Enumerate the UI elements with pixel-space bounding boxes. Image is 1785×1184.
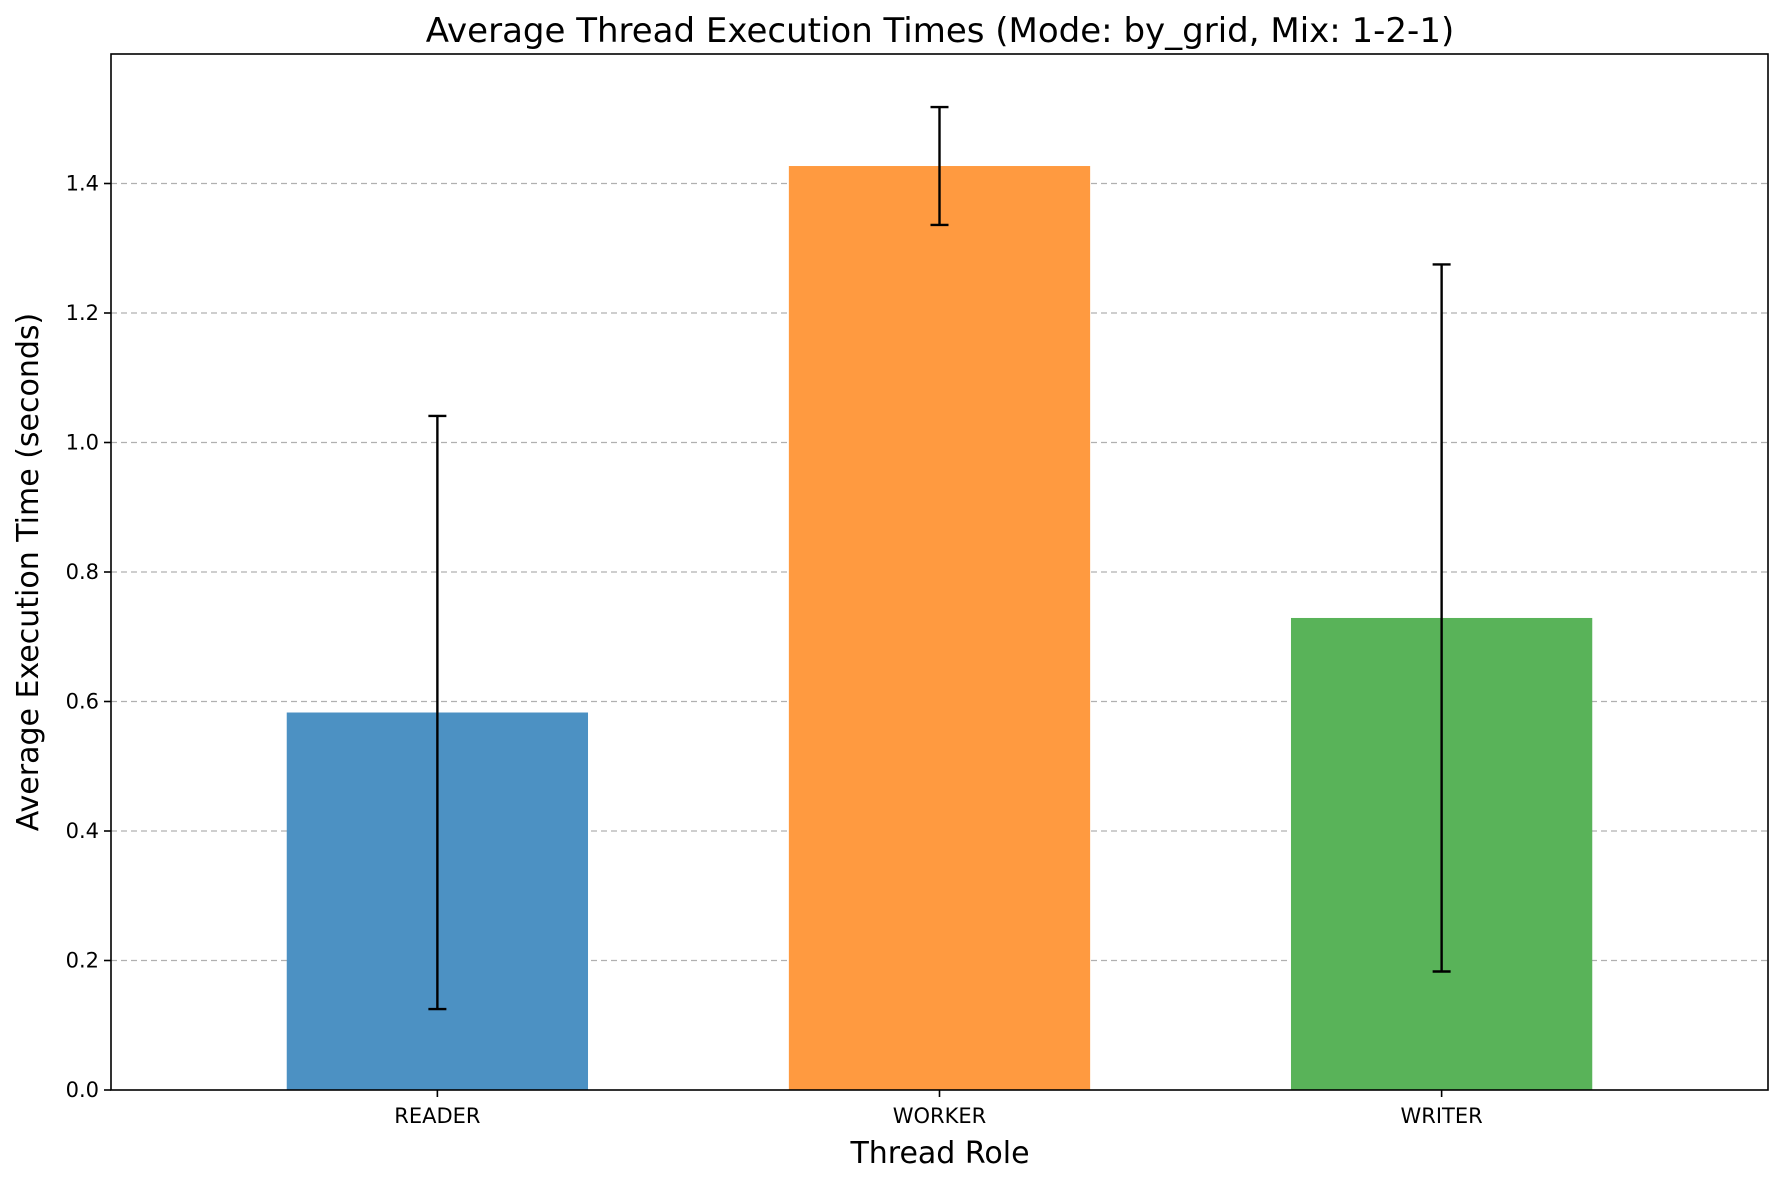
- y-axis-ticks: 0.0 0.2 0.4 0.6 0.8 1.0 1.2 1.4: [66, 172, 111, 1102]
- y-tick-label: 0.6: [66, 690, 99, 714]
- x-axis-ticks: READER WORKER WRITER: [394, 1090, 1483, 1128]
- x-axis-label: Thread Role: [849, 1136, 1029, 1171]
- error-bars: [428, 105, 1451, 1011]
- y-tick-label: 0.4: [66, 819, 99, 843]
- x-tick-label: WRITER: [1400, 1104, 1482, 1128]
- x-tick-label: READER: [394, 1104, 480, 1128]
- y-tick-label: 0.0: [66, 1078, 99, 1102]
- y-tick-label: 0.8: [66, 560, 99, 584]
- x-tick-label: WORKER: [893, 1104, 987, 1128]
- y-axis-label: Average Execution Time (seconds): [11, 313, 46, 831]
- chart-title: Average Thread Execution Times (Mode: by…: [426, 11, 1454, 51]
- y-tick-label: 1.0: [66, 431, 99, 455]
- y-tick-label: 1.2: [66, 301, 99, 325]
- bar-worker: [788, 166, 1091, 1090]
- y-tick-label: 0.2: [66, 949, 99, 973]
- bars: [286, 166, 1593, 1090]
- y-tick-label: 1.4: [66, 172, 99, 196]
